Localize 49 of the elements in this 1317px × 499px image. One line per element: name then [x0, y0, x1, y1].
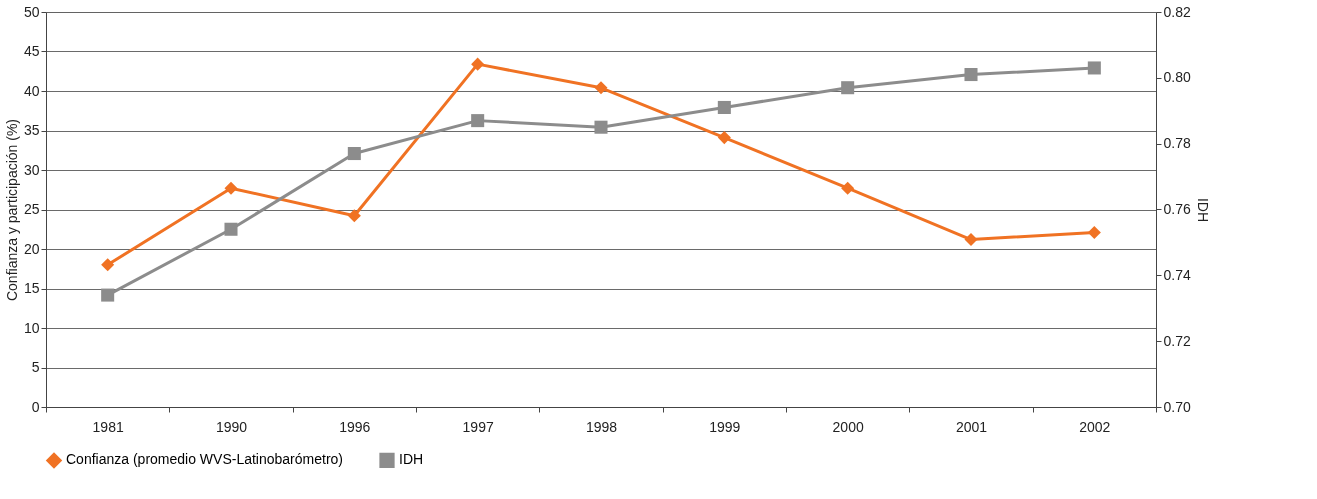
point: [717, 131, 731, 145]
point: [224, 181, 238, 195]
point: [347, 147, 361, 161]
y-tick-label: 40: [23, 82, 40, 99]
x-tick-label: 2001: [955, 418, 988, 435]
x-tick-label: 1998: [585, 418, 618, 435]
y-tick-label: 45: [23, 43, 40, 59]
legend-label: Confianza (promedio WVS-Latinobarómetro): [66, 451, 344, 468]
point: [841, 181, 855, 195]
x-tick-label: 2002: [1079, 418, 1111, 435]
legend-label: IDH: [399, 451, 424, 468]
y-axis-title: Confianza y participación (%): [3, 118, 20, 302]
point: [101, 288, 115, 302]
x-tick-label: 2000: [832, 418, 864, 435]
y2-axis-title: IDH: [1194, 197, 1211, 223]
y-tick-label: 50: [23, 3, 40, 20]
y2-tick-label: 0.82: [1163, 3, 1191, 20]
y2-tick-label: 0.72: [1163, 332, 1191, 349]
point: [224, 222, 238, 236]
x-tick-label: 1981: [92, 418, 124, 435]
y2-tick-label: 0.74: [1163, 266, 1191, 283]
point: [1087, 61, 1101, 75]
x-tick-label: 1997: [462, 418, 494, 435]
point: [841, 81, 855, 95]
y2-tick-label: 0.70: [1163, 398, 1191, 415]
y-tick-label: 30: [23, 161, 40, 178]
y-tick-label: 10: [23, 319, 40, 336]
point: [101, 258, 115, 272]
y-tick-label: 20: [23, 240, 40, 257]
point: [964, 68, 978, 82]
point: [347, 209, 361, 223]
point: [471, 114, 485, 128]
y2-tick-label: 0.76: [1163, 201, 1191, 217]
y-tick-label: 0: [31, 398, 40, 415]
point: [594, 120, 608, 134]
y2-tick-label: 0.78: [1163, 135, 1191, 152]
x-tick-label: 1996: [339, 418, 371, 435]
y-tick-label: 35: [23, 122, 40, 138]
x-tick-label: 1999: [709, 418, 741, 435]
y-tick-label: 25: [23, 201, 40, 217]
point: [1087, 225, 1101, 239]
point: [594, 81, 608, 95]
point: [964, 233, 978, 247]
y-tick-label: 15: [23, 280, 40, 296]
y2-tick-label: 0.80: [1163, 69, 1191, 86]
y-tick-label: 5: [31, 359, 40, 375]
point: [717, 100, 731, 114]
x-tick-label: 1990: [215, 418, 248, 435]
point: [471, 57, 485, 71]
